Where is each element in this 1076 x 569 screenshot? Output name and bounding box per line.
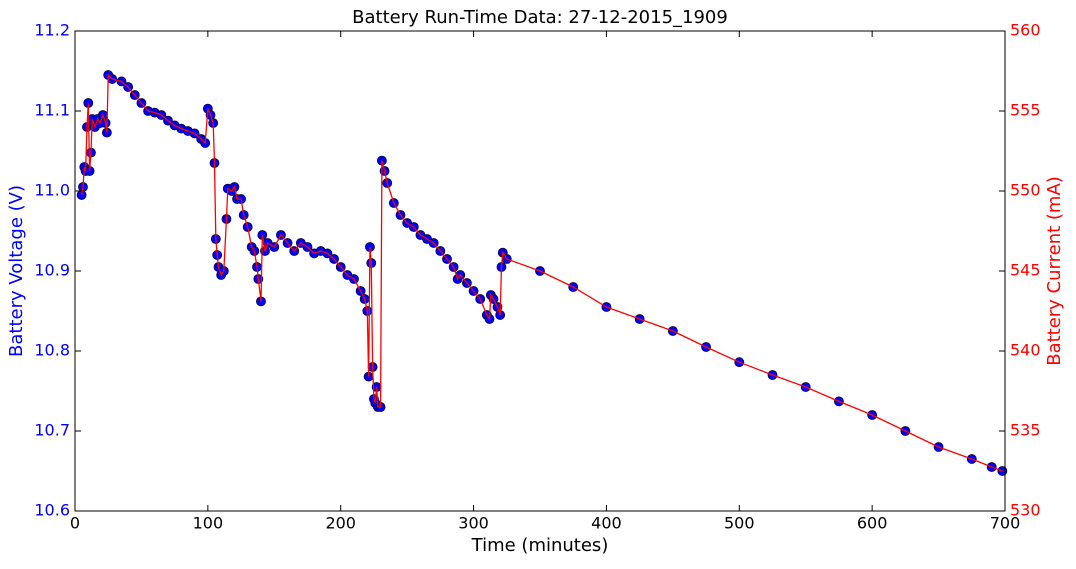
- y-tick-label: 10.9: [34, 261, 70, 280]
- y2-tick-label: 550: [1010, 181, 1041, 200]
- x-axis-label: Time (minutes): [471, 535, 609, 556]
- x-tick-label: 700: [990, 514, 1021, 533]
- y2-tick-label: 535: [1010, 421, 1041, 440]
- x-tick-label: 0: [70, 514, 80, 533]
- y-tick-label: 10.6: [34, 501, 70, 520]
- current-line: [80, 73, 1003, 472]
- chart-title: Battery Run-Time Data: 27-12-2015_1909: [352, 7, 728, 28]
- y-axis-label: Battery Voltage (V): [6, 185, 27, 357]
- x-tick-label: 100: [193, 514, 224, 533]
- x-tick-label: 400: [591, 514, 622, 533]
- x-tick-label: 500: [724, 514, 755, 533]
- y2-tick-label: 545: [1010, 261, 1041, 280]
- x-tick-label: 300: [458, 514, 489, 533]
- y-tick-label: 11.1: [34, 101, 70, 120]
- x-tick-label: 600: [857, 514, 888, 533]
- x-tick-label: 200: [325, 514, 356, 533]
- y-tick-label: 10.8: [34, 341, 70, 360]
- y2-tick-label: 540: [1010, 341, 1041, 360]
- y2-tick-label: 555: [1010, 101, 1041, 120]
- y-tick-label: 11.0: [34, 181, 70, 200]
- y-tick-label: 10.7: [34, 421, 70, 440]
- y2-axis-label: Battery Current (mA): [1044, 176, 1065, 366]
- y-tick-label: 11.2: [34, 21, 70, 40]
- y2-tick-label: 560: [1010, 21, 1041, 40]
- y2-tick-label: 530: [1010, 501, 1041, 520]
